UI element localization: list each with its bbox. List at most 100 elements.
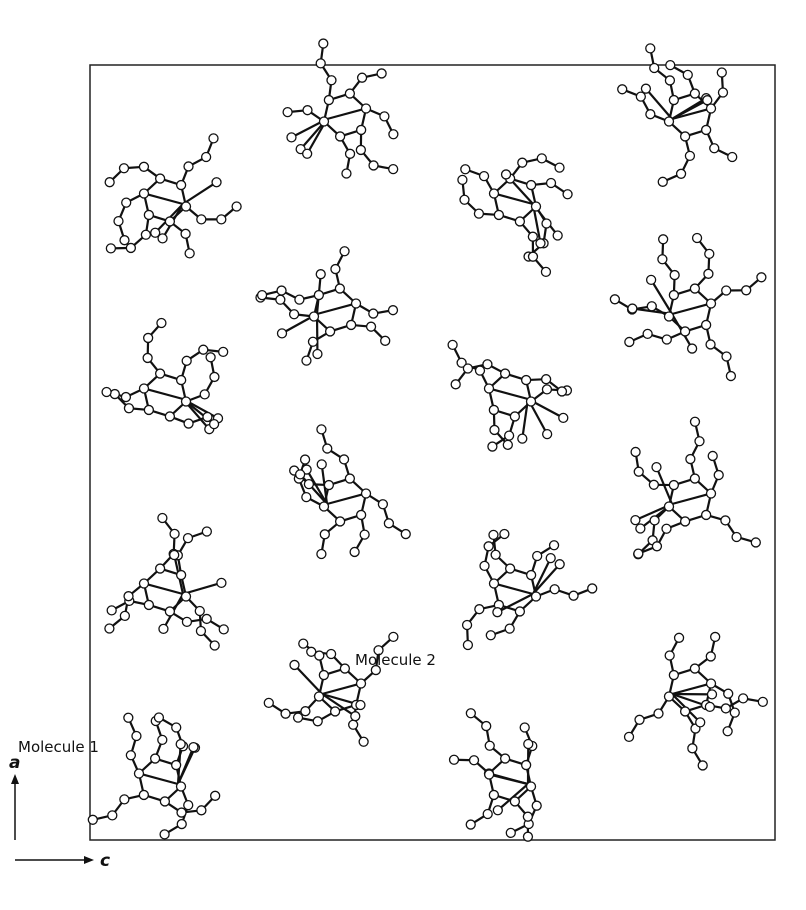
- atom: [726, 372, 735, 381]
- atom: [202, 614, 211, 623]
- atom: [105, 178, 114, 187]
- atom: [681, 707, 690, 716]
- atom: [349, 720, 358, 729]
- atom: [105, 624, 114, 633]
- atom: [182, 397, 191, 406]
- atom: [185, 249, 194, 258]
- atom: [177, 376, 186, 385]
- bond: [144, 193, 183, 204]
- molecule: [102, 318, 228, 433]
- atom: [569, 591, 578, 600]
- atom: [690, 284, 699, 293]
- atom: [302, 356, 311, 365]
- atom: [314, 291, 323, 300]
- atom: [666, 61, 675, 70]
- atom: [139, 579, 148, 588]
- molecule: [610, 234, 766, 381]
- atom: [527, 397, 536, 406]
- atom: [199, 345, 208, 354]
- c-arrowhead: [84, 856, 94, 864]
- atom: [209, 134, 218, 143]
- atom: [669, 671, 678, 680]
- atom: [463, 364, 472, 373]
- atom: [295, 295, 304, 304]
- atom: [170, 529, 179, 538]
- atom: [172, 761, 181, 770]
- atom: [501, 754, 510, 763]
- atom: [158, 234, 167, 243]
- atom: [707, 299, 716, 308]
- molecule: [458, 154, 572, 277]
- atom: [331, 265, 340, 274]
- atom: [120, 795, 129, 804]
- atom: [290, 660, 299, 669]
- atom: [480, 561, 489, 570]
- atom: [550, 585, 559, 594]
- atom: [649, 480, 658, 489]
- atoms: [631, 417, 760, 558]
- atom: [702, 320, 711, 329]
- atom: [483, 360, 492, 369]
- atom: [283, 108, 292, 117]
- atom: [486, 631, 495, 640]
- crystal-packing-figure: a c Molecule 2 Molecule 1: [0, 0, 806, 910]
- atom: [195, 607, 204, 616]
- atom: [520, 723, 529, 732]
- atom: [342, 169, 351, 178]
- atom: [315, 651, 324, 660]
- atom: [124, 404, 133, 413]
- atom: [144, 405, 153, 414]
- atom: [555, 163, 564, 172]
- atom: [359, 737, 368, 746]
- atom: [643, 329, 652, 338]
- atom: [281, 709, 290, 718]
- atom: [160, 797, 169, 806]
- molecule: [631, 417, 760, 558]
- atom: [690, 664, 699, 673]
- atom: [308, 337, 317, 346]
- atom: [518, 434, 527, 443]
- atom: [157, 318, 166, 327]
- atom: [646, 44, 655, 53]
- atom: [659, 235, 668, 244]
- atom: [362, 104, 371, 113]
- atom: [669, 96, 678, 105]
- atom: [357, 510, 366, 519]
- atom: [528, 252, 537, 261]
- atom: [301, 455, 310, 464]
- atom: [681, 132, 690, 141]
- atom: [177, 181, 186, 190]
- atom: [340, 247, 349, 256]
- atom: [388, 306, 397, 315]
- atom: [317, 425, 326, 434]
- atom: [532, 801, 541, 810]
- atom: [326, 327, 335, 336]
- atom: [706, 652, 715, 661]
- atom: [132, 732, 141, 741]
- atom: [669, 291, 678, 300]
- atom: [557, 387, 566, 396]
- atom: [523, 812, 532, 821]
- atom: [707, 679, 716, 688]
- atom: [503, 440, 512, 449]
- atom: [463, 620, 472, 629]
- atom: [126, 751, 135, 760]
- bond: [144, 388, 183, 399]
- atoms: [105, 514, 228, 651]
- atom: [460, 195, 469, 204]
- atom: [466, 709, 475, 718]
- atom: [324, 481, 333, 490]
- atom: [675, 633, 684, 642]
- atom: [706, 340, 715, 349]
- atom: [303, 149, 312, 158]
- atom: [480, 172, 489, 181]
- atom: [710, 144, 719, 153]
- atom: [139, 189, 148, 198]
- atom: [197, 215, 206, 224]
- atom: [493, 608, 502, 617]
- bonds: [260, 251, 393, 360]
- atom: [722, 352, 731, 361]
- bond: [139, 773, 178, 784]
- atom: [264, 698, 273, 707]
- atom: [378, 500, 387, 509]
